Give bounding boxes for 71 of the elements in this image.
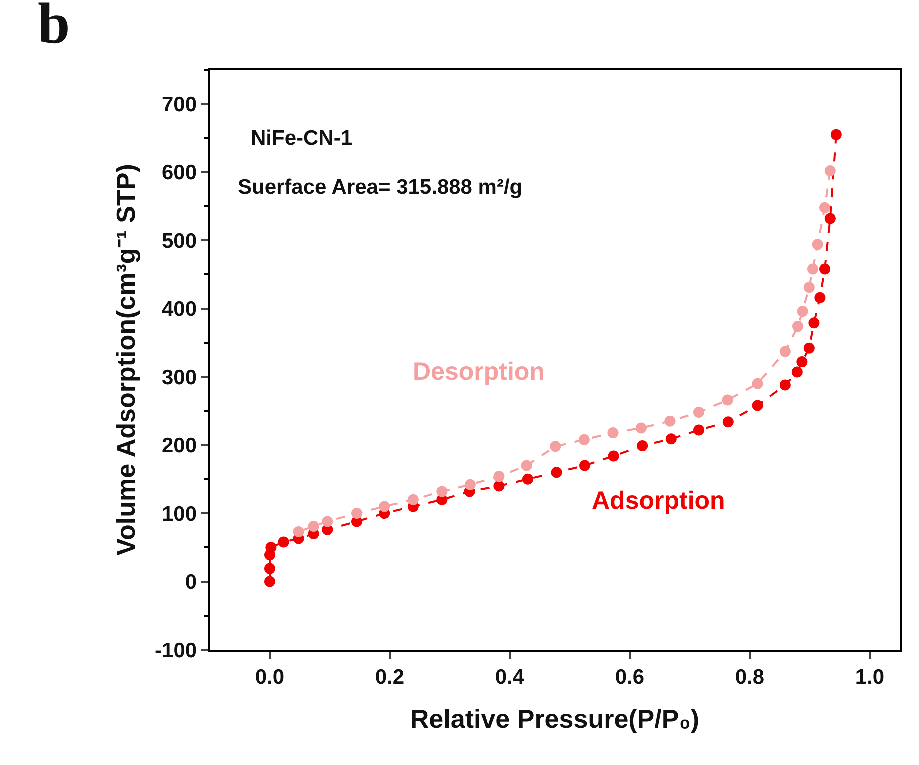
x-tick-label: 0.6	[615, 666, 645, 689]
point	[578, 434, 590, 446]
point	[608, 428, 619, 439]
annotation: NiFe-CN-1	[251, 127, 353, 150]
y-tick-label: 0	[185, 571, 198, 594]
point	[608, 450, 620, 462]
x-tick-label: 0.2	[375, 666, 405, 689]
point	[551, 467, 562, 478]
point	[664, 416, 676, 427]
y-tick-label: 700	[162, 93, 198, 116]
point	[804, 282, 815, 294]
point	[308, 520, 320, 532]
point	[824, 213, 836, 224]
text: Desorption	[413, 358, 545, 386]
point	[521, 460, 532, 472]
point	[792, 321, 804, 332]
point	[522, 474, 534, 485]
point	[550, 441, 562, 452]
point	[266, 542, 277, 554]
point	[808, 318, 820, 329]
x-tick-label: 0.8	[735, 666, 765, 689]
text: b	[38, 0, 70, 56]
point	[580, 460, 590, 472]
point	[322, 516, 334, 528]
point	[494, 471, 505, 482]
point	[666, 434, 677, 445]
point	[379, 501, 390, 512]
y-tick-label: 400	[162, 298, 198, 322]
point	[814, 292, 826, 304]
point	[494, 480, 505, 492]
point	[797, 306, 808, 318]
point	[824, 165, 836, 176]
point	[408, 494, 419, 506]
point	[293, 526, 304, 538]
point	[812, 239, 824, 250]
point	[636, 422, 647, 434]
point	[722, 416, 734, 428]
point	[780, 346, 791, 358]
point	[464, 479, 476, 490]
x-tick-label: 0.4	[495, 666, 525, 689]
point	[808, 264, 818, 275]
point	[436, 486, 448, 498]
y-tick-label: 200	[162, 434, 198, 458]
point	[722, 394, 734, 406]
point	[796, 356, 808, 368]
point	[780, 380, 791, 391]
point	[264, 576, 276, 588]
point	[820, 264, 830, 275]
point	[752, 378, 764, 390]
x-tick-label: 1.0	[855, 666, 885, 689]
y-tick-label: 100	[162, 502, 198, 526]
point	[637, 440, 648, 452]
point	[694, 424, 704, 436]
y-tick-label: -100	[155, 639, 198, 662]
point	[820, 202, 830, 214]
point	[694, 407, 704, 418]
point	[278, 536, 290, 548]
point	[752, 400, 764, 412]
point	[264, 563, 276, 574]
y-tick-label: 500	[162, 230, 198, 253]
y-axis-title: Volume Adsorption(cm³g⁻¹ STP)	[110, 164, 141, 556]
point	[792, 366, 803, 378]
x-tick-label: 0.0	[255, 666, 285, 689]
point	[830, 129, 842, 140]
series-label: Adsorption	[592, 487, 726, 515]
annotation: Suerface Area= 315.888 m²/g	[238, 176, 523, 199]
y-tick-label: 600	[162, 162, 198, 185]
x-axis-title: Relative Pressure(P/P₀)	[410, 704, 700, 734]
point	[352, 508, 362, 520]
point	[804, 342, 815, 354]
y-tick-label: 300	[162, 366, 198, 390]
